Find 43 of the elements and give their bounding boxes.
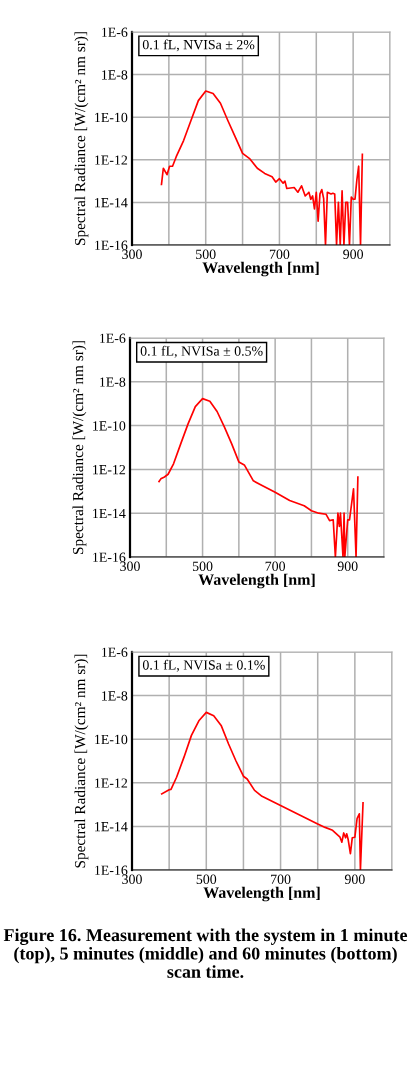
y-tick-label: 1E-10 [93, 421, 126, 431]
y-tick-label: 1E-10 [95, 112, 128, 123]
caption: Figure 16. Measurement with the system in 1 minute (top), 5 minutes (middle) and 60 minutes (bottom) scan time. [3, 928, 408, 978]
y-axis-title: Spectral Radiance [W/(cm² nm sr)] [74, 32, 89, 245]
x-tick-label: 500 [192, 561, 213, 571]
x-tick-label: 900 [343, 249, 364, 259]
line-series [160, 711, 364, 870]
annotation: 0.1 fL, NVISa ± 2% [142, 39, 255, 52]
y-tick-label: 1E-16 [95, 865, 128, 875]
annotation: 0.1 fL, NVISa ± 0.1% [142, 659, 265, 672]
x-axis-title: Wavelength [nm] [202, 261, 319, 277]
y-tick-label: 1E-6 [100, 333, 126, 343]
x-axis-title: Wavelength [nm] [198, 573, 315, 589]
y-tick-label: 1E-8 [100, 377, 126, 387]
x-tick-label: 700 [269, 249, 290, 259]
y-tick-label: 1E-8 [102, 691, 128, 701]
x-tick-label: 300 [122, 249, 142, 259]
x-tick-label: 900 [344, 874, 365, 884]
y-tick-label: 1E-16 [93, 552, 126, 562]
y-tick-label: 1E-14 [95, 198, 128, 208]
x-tick-label: 900 [337, 561, 358, 571]
x-tick-label: 500 [196, 874, 217, 884]
annotation: 0.1 fL, NVISa ± 0.5% [140, 345, 263, 358]
x-tick-label: 700 [265, 561, 286, 571]
y-tick-label: 1E-16 [95, 240, 128, 250]
y-tick-label: 1E-12 [93, 465, 126, 475]
y-tick-label: 1E-8 [102, 70, 128, 80]
y-tick-label: 1E-14 [95, 822, 128, 832]
y-axis-title: Spectral Radiance [W/(cm² nm sr)] [74, 654, 89, 868]
x-axis-title: Wavelength [nm] [203, 886, 320, 902]
x-tick-label: 700 [271, 874, 291, 884]
y-tick-label: 1E-12 [95, 778, 128, 788]
y-tick-label: 1E-14 [93, 508, 126, 519]
x-tick-label: 300 [122, 874, 142, 884]
y-tick-label: 1E-12 [95, 155, 128, 165]
line-series [160, 90, 364, 245]
x-tick-label: 500 [196, 249, 216, 259]
x-tick-label: 300 [120, 561, 140, 571]
y-tick-label: 1E-10 [95, 734, 128, 745]
line-series [158, 397, 359, 557]
y-axis-title: Spectral Radiance [W/(cm² nm sr)] [72, 341, 87, 554]
y-tick-label: 1E-6 [102, 27, 128, 37]
y-tick-label: 1E-6 [102, 647, 128, 657]
